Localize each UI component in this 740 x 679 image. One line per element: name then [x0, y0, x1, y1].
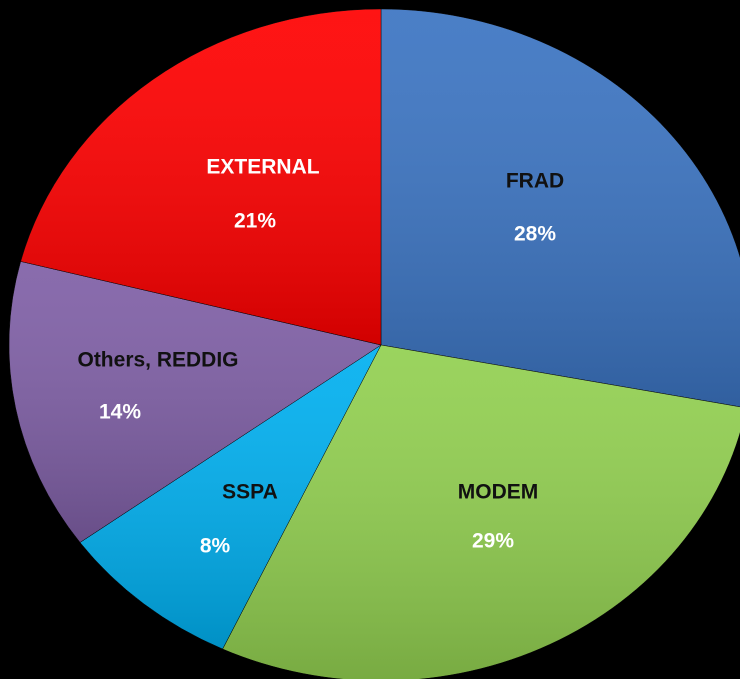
slice-value: 28%: [514, 223, 556, 246]
slice-shade: [222, 345, 740, 679]
slice-name: SSPA: [222, 481, 278, 504]
slice-shade: [381, 9, 740, 407]
slice-name: Others, REDDIG: [77, 349, 238, 372]
slice-name: FRAD: [506, 170, 564, 193]
slice-name: EXTERNAL: [206, 156, 319, 179]
slice-value: 29%: [472, 530, 514, 553]
slice-value: 21%: [234, 210, 276, 233]
slice-shade: [20, 9, 381, 345]
slice-value: 8%: [200, 535, 231, 558]
slice-shade: [80, 345, 381, 650]
slice-value: 14%: [99, 401, 141, 424]
slice-shade: [9, 261, 382, 543]
slice-name: MODEM: [458, 481, 539, 504]
